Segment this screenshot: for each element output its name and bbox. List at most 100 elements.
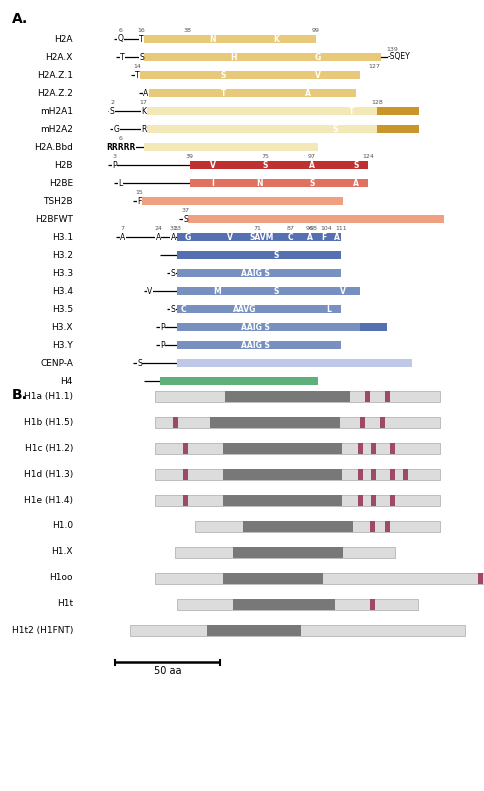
Text: S: S <box>139 52 144 62</box>
Bar <box>155 573 484 584</box>
Text: 98: 98 <box>309 226 317 232</box>
Text: A: A <box>120 233 125 241</box>
Text: H1d (H1.3): H1d (H1.3) <box>24 470 73 479</box>
Bar <box>210 417 339 427</box>
Bar <box>155 442 439 453</box>
Text: 37: 37 <box>182 209 189 214</box>
Bar <box>389 468 394 479</box>
Text: H3.3: H3.3 <box>52 268 73 278</box>
Text: F: F <box>137 196 141 206</box>
Text: 96: 96 <box>305 226 313 232</box>
Bar <box>130 625 464 635</box>
Text: H3.5: H3.5 <box>52 305 73 313</box>
Text: S: S <box>352 161 358 169</box>
Text: B.: B. <box>12 388 28 402</box>
Text: K: K <box>141 107 146 115</box>
Text: L: L <box>325 305 330 313</box>
Text: N: N <box>209 35 216 44</box>
Bar <box>376 107 418 115</box>
Text: S: S <box>273 251 278 259</box>
Bar <box>160 377 318 385</box>
Bar <box>232 547 342 558</box>
Bar <box>379 417 384 427</box>
Text: H1a (H1.1): H1a (H1.1) <box>24 392 73 400</box>
Bar <box>143 143 318 151</box>
Text: H1.X: H1.X <box>51 547 73 557</box>
Text: CENP-A: CENP-A <box>40 358 73 368</box>
Text: F: F <box>321 233 326 241</box>
Text: H2BFWT: H2BFWT <box>35 214 73 224</box>
Text: H2B: H2B <box>54 161 73 169</box>
Text: V: V <box>227 233 232 241</box>
Bar <box>177 359 412 367</box>
Bar <box>182 442 188 453</box>
Text: G: G <box>184 233 191 241</box>
Bar <box>223 494 341 505</box>
Text: T: T <box>120 52 125 62</box>
Text: H3.2: H3.2 <box>52 251 73 259</box>
Text: A.: A. <box>12 12 28 26</box>
Bar <box>225 391 349 402</box>
Text: 7: 7 <box>121 226 124 232</box>
Text: 14: 14 <box>133 65 141 70</box>
Text: S: S <box>170 305 175 313</box>
Text: A: A <box>306 233 312 241</box>
Text: H3.4: H3.4 <box>52 286 73 296</box>
Text: 16: 16 <box>137 28 145 33</box>
Bar <box>477 573 482 584</box>
Text: V: V <box>340 286 346 296</box>
Text: H1t2 (H1FNT): H1t2 (H1FNT) <box>12 626 73 634</box>
Bar <box>190 161 368 169</box>
Bar <box>185 215 443 223</box>
Text: H: H <box>230 52 237 62</box>
Text: T: T <box>139 35 144 44</box>
Bar <box>384 391 389 402</box>
Text: M: M <box>213 286 221 296</box>
Text: 2: 2 <box>110 100 114 105</box>
Text: S: S <box>308 179 314 187</box>
Text: S: S <box>273 286 278 296</box>
Text: C: C <box>181 305 186 313</box>
Bar <box>155 391 439 402</box>
Bar <box>364 391 369 402</box>
Text: 3: 3 <box>112 154 116 160</box>
Text: H1e (H1.4): H1e (H1.4) <box>24 495 73 505</box>
Text: Q: Q <box>118 35 123 44</box>
Text: P: P <box>112 161 116 169</box>
Bar <box>357 468 362 479</box>
Text: H2A: H2A <box>54 35 73 44</box>
Text: G: G <box>113 124 119 134</box>
Bar <box>242 520 352 532</box>
Text: 104: 104 <box>320 226 332 232</box>
Text: A: A <box>143 89 148 97</box>
Bar <box>155 468 439 479</box>
Text: 15: 15 <box>136 191 143 195</box>
Bar <box>370 442 375 453</box>
Text: P: P <box>160 340 165 350</box>
Text: 139: 139 <box>385 47 397 52</box>
Bar <box>155 417 439 427</box>
Bar <box>177 233 340 241</box>
Bar <box>182 494 188 505</box>
Text: T: T <box>135 70 139 80</box>
Text: S: S <box>332 124 337 134</box>
Text: AAIG S: AAIG S <box>240 340 269 350</box>
Bar <box>357 442 362 453</box>
Text: 128: 128 <box>370 100 382 105</box>
Text: H2A.Z.1: H2A.Z.1 <box>37 70 73 80</box>
Text: 17: 17 <box>139 100 147 105</box>
Bar <box>143 125 376 133</box>
Text: S: S <box>137 358 142 368</box>
Text: 71: 71 <box>253 226 260 232</box>
Text: N: N <box>256 179 262 187</box>
Text: 33: 33 <box>173 226 181 232</box>
Text: V: V <box>147 286 152 296</box>
Text: H3.X: H3.X <box>51 323 73 331</box>
Bar <box>369 599 374 610</box>
Text: 99: 99 <box>311 28 319 33</box>
Text: K: K <box>272 35 278 44</box>
Bar <box>370 494 375 505</box>
Bar <box>190 179 368 187</box>
Text: S: S <box>170 268 175 278</box>
Text: V: V <box>210 161 215 169</box>
